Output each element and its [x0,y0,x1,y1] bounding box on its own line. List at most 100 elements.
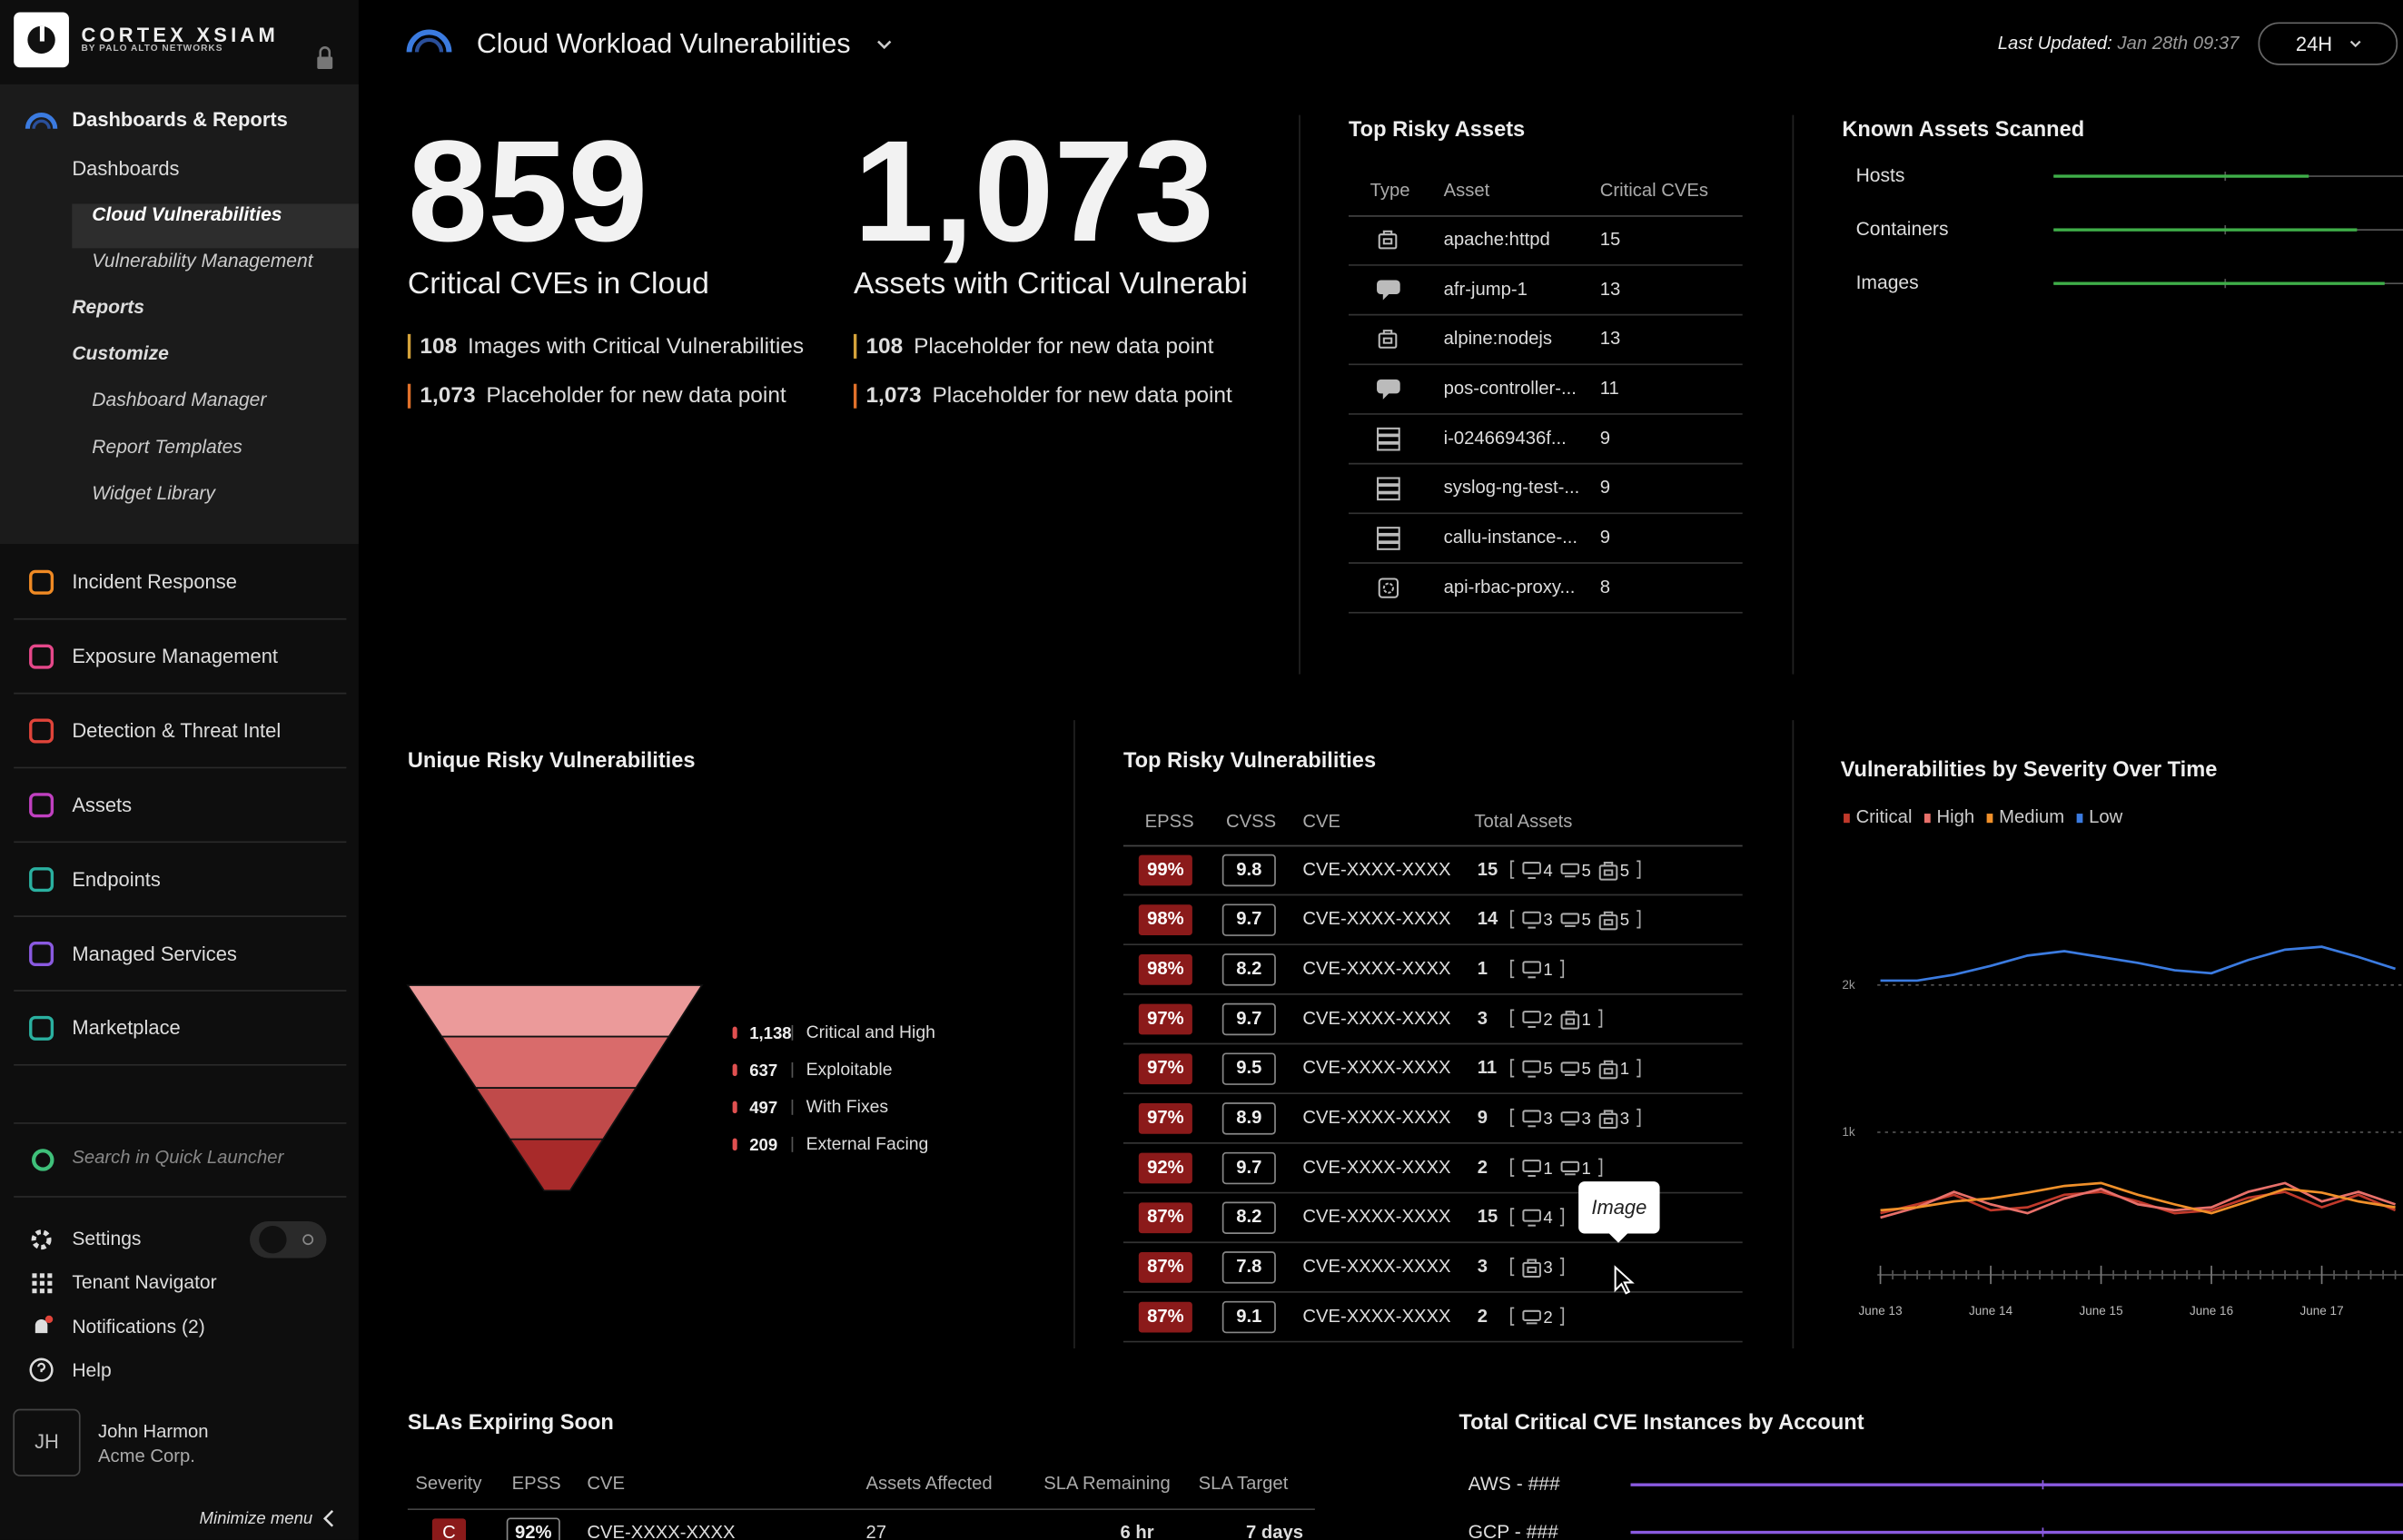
legend-label: Low [2089,807,2123,828]
page-title[interactable]: Cloud Workload Vulnerabilities [476,29,851,60]
footer-item[interactable]: Tenant Navigator [72,1272,217,1294]
dropdown-chevron[interactable] [877,40,892,50]
epss: 87% [1147,1257,1184,1278]
asset-category: Hosts [1855,165,1905,187]
legend-marker [732,1063,737,1077]
icon-server [1377,477,1400,501]
theme-dark[interactable] [259,1226,287,1254]
last-updated: Last Updated: Jan 28th 09:37 [1998,29,2240,60]
epss: 98% [1147,909,1184,930]
asset-count: 5 [1581,1059,1591,1079]
icon-part [1522,1209,1541,1222]
stage-label: External Facing [806,1133,929,1154]
menu-item[interactable]: Report Templates [92,436,242,458]
cve: CVE-XXXX-XXXX [1302,1058,1451,1079]
legend-marker [732,1138,737,1151]
icon-part [1377,534,1400,543]
icon-monitor [1522,911,1541,929]
stage-label: Exploitable [806,1059,893,1080]
icon-part [1377,280,1400,294]
cve: CVE-XXXX-XXXX [1302,1306,1451,1327]
updated-label: Last Updated: [1997,34,2112,54]
footer-item[interactable]: Help [72,1359,112,1381]
icon-monitor [1522,1160,1541,1178]
column-header: Assets Affected [865,1474,993,1495]
icon-part [1522,1060,1541,1073]
range-label[interactable]: 24H [2295,33,2333,56]
asset-name: callu-instance-... [1443,528,1578,548]
nav-item[interactable]: Marketplace [72,1016,181,1040]
column-header: Critical CVEs [1599,181,1709,202]
range-button[interactable] [2258,22,2398,65]
icon-vm [1522,1309,1541,1325]
legend-swatch [2076,814,2083,824]
kpi-label: Critical CVEs in Cloud [407,265,709,301]
icon-part [1377,477,1400,486]
sla-target: 7 days [1245,1523,1303,1540]
asset-count: 5 [1619,860,1630,880]
icon-monitor [1522,1060,1541,1078]
icon-part [1603,1068,1614,1075]
nav-item[interactable]: Detection & Threat Intel [72,719,282,743]
menu-item[interactable]: Dashboard Manager [92,390,267,411]
menu-group[interactable]: Reports [72,297,144,319]
icon-part [1382,582,1394,594]
asset-count: 1 [1543,1158,1553,1178]
minimize-menu[interactable]: Minimize menu [199,1508,313,1528]
nav-item[interactable]: Assets [72,793,133,816]
cvss: 9.5 [1236,1058,1262,1079]
asset-cves: 9 [1599,478,1611,499]
search-launcher[interactable]: Search in Quick Launcher [72,1147,284,1168]
cvss: 9.7 [1236,1157,1262,1178]
nav-icon [29,941,54,966]
cvss-box [1221,1151,1276,1185]
bracket [1559,959,1565,979]
asset-cves: 13 [1599,329,1621,350]
menu-group[interactable]: Customize [72,343,169,365]
detail-label: Placeholder for new data point [914,333,1214,359]
stage-label: Critical and High [806,1022,935,1042]
epss-badge [1138,904,1192,936]
x-tick-label: June 16 [2190,1304,2234,1318]
asset-cves: 11 [1599,379,1619,400]
legend-label: Critical [1855,807,1913,828]
epss: 92% [1147,1157,1184,1178]
menu-item[interactable]: Widget Library [92,482,215,504]
bracket [1637,910,1641,929]
total-assets: 2 [1477,1157,1488,1178]
legend-marker [732,1101,737,1114]
nav-item[interactable]: Incident Response [72,570,237,594]
nav-item[interactable]: Managed Services [72,942,237,965]
widget-title: Total Critical CVE Instances by Account [1459,1410,1864,1435]
cvss: 8.2 [1236,1207,1262,1228]
legend-swatch [1923,814,1931,824]
cvss: 9.1 [1236,1306,1262,1327]
icon-container [1598,862,1618,881]
icon-function [1378,578,1399,598]
stage-value: 637 [749,1060,778,1080]
avatar[interactable] [13,1408,81,1476]
menu-group[interactable]: Dashboards [72,156,180,180]
kpi-value: 1,073 [853,110,1214,272]
footer-item[interactable]: Notifications (2) [72,1316,205,1338]
icon-chat [1377,379,1400,400]
help-icon [29,1357,54,1382]
epss-badge [1138,854,1192,886]
icon-part [1378,578,1399,598]
asset-count: 5 [1619,910,1630,930]
asset-count: 3 [1543,1258,1553,1278]
icon-vm [1560,863,1580,878]
minimize-chevron[interactable] [322,1509,334,1527]
footer-item[interactable]: Settings [72,1229,142,1250]
icon-part [1598,1112,1618,1130]
nav-item[interactable]: Exposure Management [72,645,278,668]
menu-item[interactable]: Vulnerability Management [92,251,313,271]
bar [2053,281,2385,285]
nav-item[interactable]: Endpoints [72,867,161,891]
menu-section[interactable]: Dashboards & Reports [72,107,288,131]
menu-item[interactable]: Cloud Vulnerabilities [92,203,282,225]
section-icon [32,119,51,129]
kpi-detail: 108 Placeholder for new data point [865,331,1213,362]
funnel-stage [474,1087,638,1140]
